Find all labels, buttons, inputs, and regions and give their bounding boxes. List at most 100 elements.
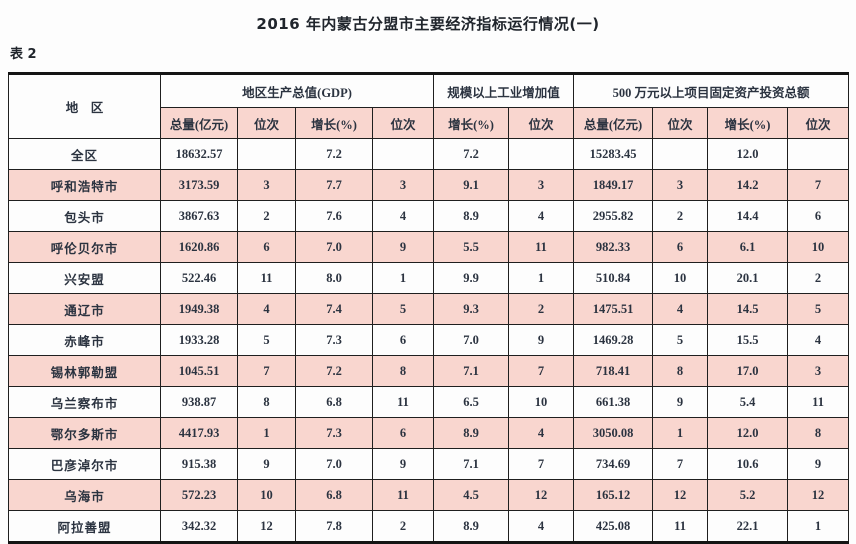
value-cell: 7.1 [433, 448, 510, 480]
value-cell: 6 [371, 417, 435, 449]
value-cell: 8.9 [433, 200, 510, 232]
value-cell: 9.3 [433, 293, 510, 325]
value-cell: 1 [787, 510, 850, 543]
value-cell: 11 [787, 386, 850, 418]
region-cell: 乌兰察布市 [8, 386, 161, 418]
value-cell: 7 [652, 448, 709, 480]
value-cell: 1469.28 [573, 324, 654, 356]
value-cell: 1849.17 [573, 169, 654, 201]
value-cell: 12.0 [707, 417, 789, 449]
region-column-header: 地 区 [8, 73, 161, 139]
region-cell: 赤峰市 [8, 324, 161, 356]
value-cell: 572.23 [160, 479, 238, 511]
value-cell: 7.8 [295, 510, 373, 543]
region-cell: 乌海市 [8, 479, 161, 511]
value-cell: 4 [787, 324, 850, 356]
value-cell: 12 [652, 479, 709, 511]
sub-header-row: 总量(亿元) 位次 增长(%) 位次 增长(%) 位次 总量(亿元) 位次 增长… [9, 107, 850, 139]
value-cell: 938.87 [160, 386, 238, 418]
value-cell: 10.6 [707, 448, 789, 480]
region-cell: 包头市 [8, 200, 161, 232]
table-body: 全区 18632.57 7.2 7.2 15283.45 12.0 呼和浩特市 3173.59… [8, 138, 850, 543]
region-cell: 阿拉善盟 [8, 510, 161, 543]
value-cell: 1949.38 [160, 293, 238, 325]
value-cell: 6.8 [295, 386, 373, 418]
value-cell: 425.08 [573, 510, 654, 543]
region-cell: 巴彦淖尔市 [8, 448, 161, 480]
value-cell: 7 [508, 355, 575, 387]
value-cell: 734.69 [573, 448, 654, 480]
value-cell: 5 [787, 293, 850, 325]
value-cell: 2 [237, 200, 296, 232]
group-header-industrial-added-value: 规模以上工业增加值 [433, 73, 575, 108]
value-cell: 1475.51 [573, 293, 654, 325]
col-header-industry-growth: 增长(%) [433, 107, 510, 139]
col-header-investment-total-rank: 位次 [652, 107, 709, 139]
table-row: 阿拉善盟 342.32 12 7.8 2 8.9 4 425.08 11 22.1 1 [8, 510, 850, 543]
value-cell: 3050.08 [573, 417, 654, 449]
value-cell: 6 [237, 231, 296, 263]
value-cell: 4 [508, 200, 575, 232]
col-header-gdp-growth-rank: 位次 [371, 107, 435, 139]
col-header-investment-total: 总量(亿元) [573, 107, 654, 139]
region-cell: 锡林郭勒盟 [8, 355, 161, 387]
value-cell: 5 [237, 324, 296, 356]
value-cell: 510.84 [573, 262, 654, 294]
value-cell: 11 [371, 479, 435, 511]
table-row: 乌海市 572.23 10 6.8 11 4.5 12 165.12 12 5.2 12 [8, 479, 850, 511]
value-cell: 7 [787, 169, 850, 201]
economic-indicators-table: 地 区 地区生产总值(GDP) 规模以上工业增加值 500 万元以上项目固定资产… [8, 72, 850, 544]
col-header-investment-growth: 增长(%) [707, 107, 789, 139]
value-cell: 4 [508, 417, 575, 449]
value-cell: 6 [652, 231, 709, 263]
value-cell: 7 [508, 448, 575, 480]
value-cell: 6 [787, 200, 850, 232]
table-row: 鄂尔多斯市 4417.93 1 7.3 6 8.9 4 3050.08 1 12.0 8 [8, 417, 850, 449]
value-cell: 4 [371, 200, 435, 232]
group-header-gdp: 地区生产总值(GDP) [159, 73, 435, 108]
value-cell [371, 138, 435, 170]
value-cell: 6 [371, 324, 435, 356]
value-cell: 1 [371, 262, 435, 294]
region-cell: 呼和浩特市 [8, 169, 161, 201]
value-cell: 20.1 [707, 262, 789, 294]
value-cell: 9 [787, 448, 850, 480]
value-cell: 7.6 [295, 200, 373, 232]
value-cell: 2 [652, 200, 709, 232]
value-cell: 6.5 [433, 386, 510, 418]
region-cell: 全区 [8, 138, 161, 170]
value-cell: 7 [237, 355, 296, 387]
value-cell [787, 138, 850, 170]
value-cell: 10 [652, 262, 709, 294]
value-cell: 165.12 [573, 479, 654, 511]
value-cell: 14.4 [707, 200, 789, 232]
value-cell: 5 [652, 324, 709, 356]
value-cell: 8 [652, 355, 709, 387]
value-cell: 1 [237, 417, 296, 449]
value-cell: 661.38 [573, 386, 654, 418]
value-cell: 7.2 [295, 138, 373, 170]
value-cell: 8.9 [433, 417, 510, 449]
value-cell: 2 [787, 262, 850, 294]
value-cell: 9 [508, 324, 575, 356]
value-cell: 11 [652, 510, 709, 543]
page-title: 2016 年内蒙古分盟市主要经济指标运行情况(一) [256, 15, 600, 33]
value-cell: 17.0 [707, 355, 789, 387]
col-header-gdp-total-rank: 位次 [237, 107, 296, 139]
value-cell: 7.2 [295, 355, 373, 387]
value-cell: 15283.45 [573, 138, 654, 170]
value-cell: 11 [508, 231, 575, 263]
value-cell: 8.9 [433, 510, 510, 543]
value-cell: 8 [371, 355, 435, 387]
value-cell: 7.1 [433, 355, 510, 387]
value-cell: 7.2 [433, 138, 510, 170]
group-header-row: 地 区 地区生产总值(GDP) 规模以上工业增加值 500 万元以上项目固定资产… [8, 73, 850, 139]
value-cell: 14.2 [707, 169, 789, 201]
table-row: 通辽市 1949.38 4 7.4 5 9.3 2 1475.51 4 14.5 5 [8, 293, 850, 325]
value-cell: 3867.63 [160, 200, 238, 232]
value-cell: 4.5 [433, 479, 510, 511]
value-cell: 7.3 [295, 417, 373, 449]
region-cell: 兴安盟 [8, 262, 161, 294]
value-cell: 12 [787, 479, 850, 511]
value-cell: 11 [371, 386, 435, 418]
